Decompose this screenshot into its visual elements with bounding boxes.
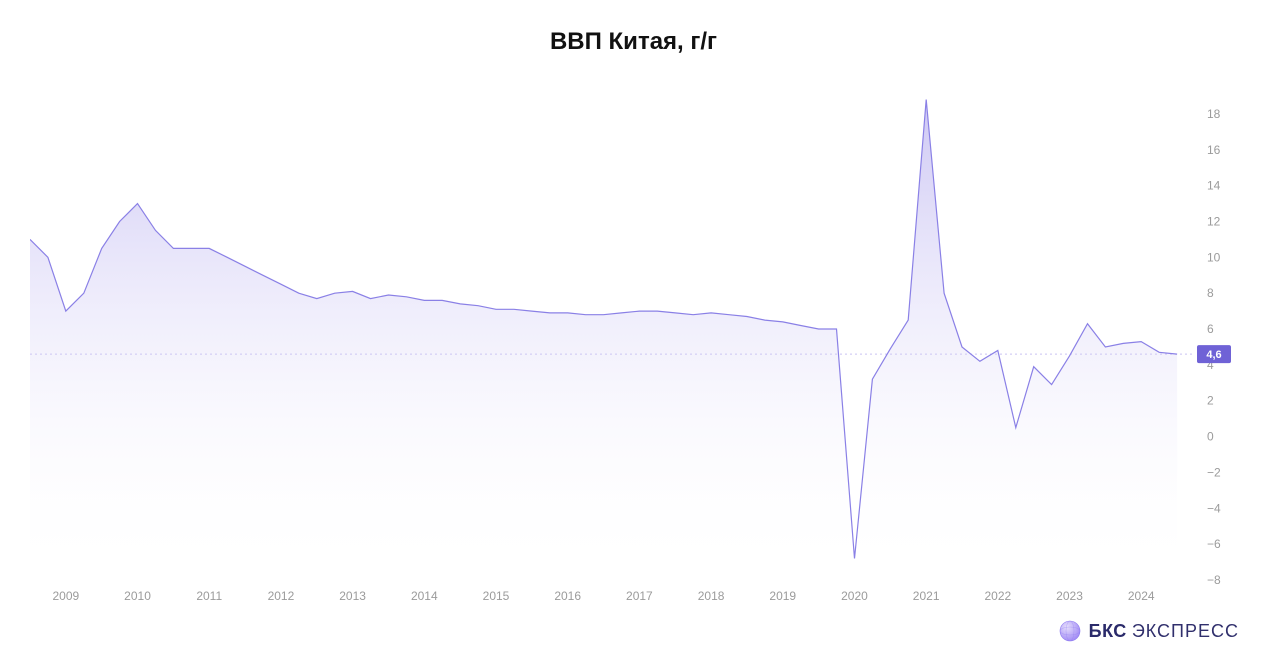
- x-tick-label: 2021: [913, 589, 940, 603]
- x-tick-label: 2009: [52, 589, 79, 603]
- x-tick-label: 2018: [698, 589, 725, 603]
- x-tick-label: 2016: [554, 589, 581, 603]
- branding-text-light: ЭКСПРЕСС: [1132, 621, 1239, 641]
- y-tick-label: −6: [1207, 537, 1221, 551]
- y-tick-label: −2: [1207, 465, 1221, 479]
- x-tick-label: 2017: [626, 589, 653, 603]
- branding-text: БКС ЭКСПРЕСС: [1089, 621, 1239, 642]
- globe-icon: [1059, 620, 1081, 642]
- x-tick-label: 2022: [984, 589, 1011, 603]
- x-tick-label: 2023: [1056, 589, 1083, 603]
- chart-plot-area: −8−6−4−202468101214161820092010201120122…: [30, 90, 1237, 608]
- y-tick-label: 14: [1207, 179, 1221, 193]
- y-tick-label: 8: [1207, 286, 1214, 300]
- x-tick-label: 2011: [196, 589, 222, 603]
- x-tick-label: 2013: [339, 589, 366, 603]
- x-tick-label: 2010: [124, 589, 151, 603]
- chart-card: ВВП Китая, г/г −8−6−4−202468101214161820…: [0, 0, 1267, 658]
- x-tick-label: 2020: [841, 589, 868, 603]
- y-tick-label: 2: [1207, 394, 1214, 408]
- y-tick-label: 10: [1207, 250, 1221, 264]
- y-tick-label: 12: [1207, 214, 1221, 228]
- y-tick-label: 18: [1207, 107, 1221, 121]
- y-tick-label: 6: [1207, 322, 1214, 336]
- branding-text-bold: БКС: [1089, 621, 1127, 641]
- x-tick-label: 2014: [411, 589, 438, 603]
- last-value-badge-text: 4,6: [1206, 349, 1221, 361]
- y-tick-label: 0: [1207, 430, 1214, 444]
- chart-title: ВВП Китая, г/г: [0, 28, 1267, 56]
- y-tick-label: −4: [1207, 501, 1221, 515]
- x-tick-label: 2012: [268, 589, 295, 603]
- area-chart-svg: −8−6−4−202468101214161820092010201120122…: [30, 90, 1237, 608]
- branding-logo: БКС ЭКСПРЕСС: [1059, 620, 1239, 642]
- area-fill: [30, 100, 1177, 580]
- x-tick-label: 2019: [769, 589, 796, 603]
- y-tick-label: −8: [1207, 573, 1221, 587]
- x-tick-label: 2015: [483, 589, 510, 603]
- y-tick-label: 16: [1207, 143, 1221, 157]
- x-tick-label: 2024: [1128, 589, 1155, 603]
